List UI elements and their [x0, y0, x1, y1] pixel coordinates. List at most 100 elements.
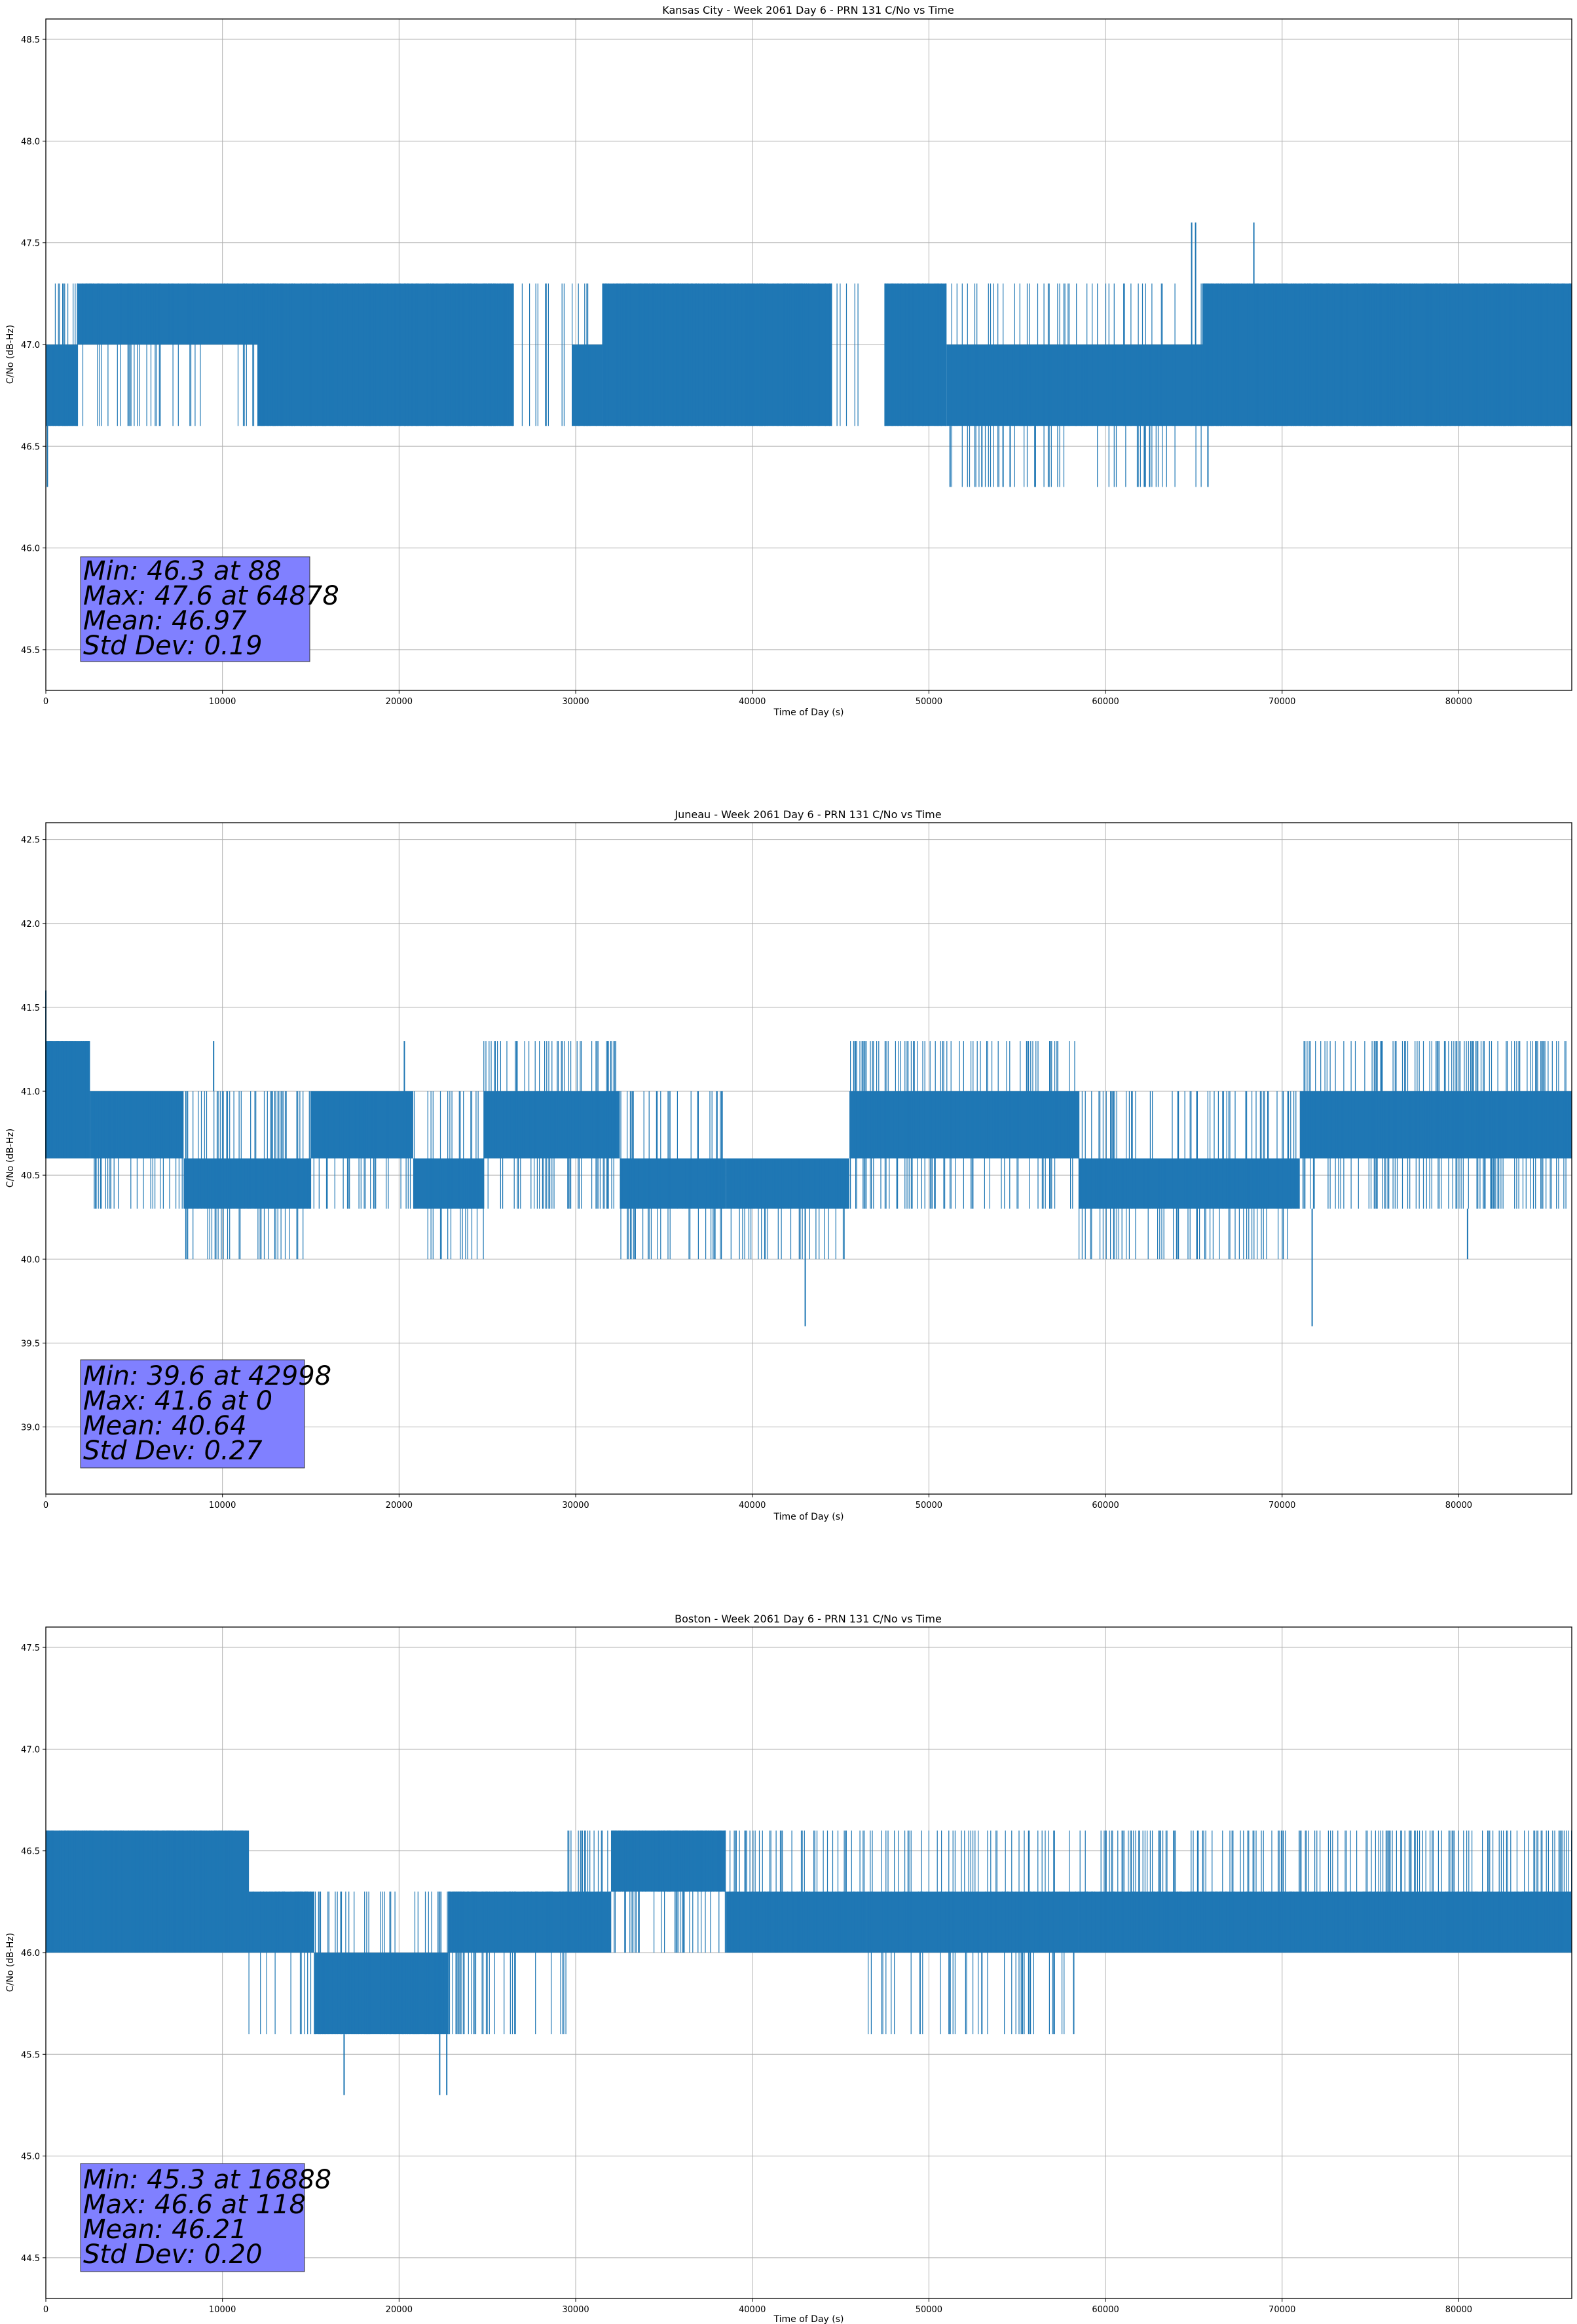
y-tick-label: 40.0 — [21, 1255, 40, 1265]
x-tick-label: 30000 — [562, 2305, 589, 2315]
stats-mean: Mean: 46.21 — [83, 2215, 247, 2245]
x-tick-label: 50000 — [916, 1501, 942, 1510]
y-tick-label: 45.5 — [21, 646, 40, 656]
x-tick-label: 20000 — [386, 1501, 413, 1510]
x-tick-label: 80000 — [1445, 2305, 1472, 2315]
series-trace — [884, 283, 946, 426]
stats-std-dev: Std Dev: 0.27 — [83, 1436, 263, 1466]
chart-panel-juneau: Juneau - Week 2061 Day 6 - PRN 131 C/No … — [5, 808, 1572, 1522]
series-band — [849, 1091, 1079, 1159]
stats-max: Max: 41.6 at 0 — [83, 1386, 272, 1416]
series-band — [46, 1041, 90, 1159]
y-tick-label: 48.5 — [21, 35, 40, 45]
series-band — [602, 283, 832, 426]
y-tick-label: 42.0 — [21, 920, 40, 929]
series-trace — [310, 1091, 413, 1209]
series-trace — [1079, 1091, 1300, 1260]
stats-box: Min: 45.3 at 16888 Max: 46.6 at 118 Mean… — [80, 2163, 331, 2272]
stats-box-background — [80, 2163, 305, 2272]
cno-series — [45, 1830, 1572, 2095]
series-trace — [1301, 1041, 1572, 1209]
series-band — [257, 283, 514, 426]
x-tick-label: 0 — [43, 2305, 48, 2315]
cno-series — [46, 222, 1572, 487]
x-axis-ticks: 0 10000 20000 30000 40000 50000 60000 70000 8000… — [43, 690, 1472, 707]
y-axis-ticks: 45.5 46.0 46.5 47.0 47.5 48.0 48.5 — [21, 35, 46, 656]
series-trace — [620, 1091, 724, 1260]
y-tick-label: 48.0 — [21, 137, 40, 147]
x-tick-label: 40000 — [739, 2305, 766, 2315]
x-tick-label: 0 — [43, 1501, 48, 1510]
series-band — [946, 344, 1203, 426]
series-trace — [248, 1891, 314, 2034]
chart-panel-boston: Boston - Week 2061 Day 6 - PRN 131 C/No … — [5, 1613, 1572, 2324]
stats-box: Min: 46.3 at 88 Max: 47.6 at 64878 Mean:… — [80, 556, 339, 662]
y-axis-label: C/No (dB-Hz) — [5, 325, 16, 384]
stats-box: Min: 39.6 at 42998 Max: 41.6 at 0 Mean: … — [80, 1359, 331, 1469]
x-tick-label: 10000 — [209, 697, 236, 707]
x-tick-label: 80000 — [1445, 697, 1472, 707]
series-band — [566, 1891, 611, 1953]
series-trace — [177, 283, 255, 426]
series-trace — [1079, 1830, 1572, 1953]
stats-std-dev: Std Dev: 0.20 — [83, 2240, 263, 2270]
stats-min: Min: 46.3 at 88 — [83, 556, 282, 586]
y-axis-ticks: 44.5 45.0 45.5 46.0 46.5 47.0 47.5 — [21, 1643, 46, 2264]
y-tick-label: 46.5 — [21, 442, 40, 452]
series-trace — [572, 283, 597, 426]
cno-series — [45, 990, 1572, 1326]
y-tick-label: 46.5 — [21, 1847, 40, 1857]
stats-min: Min: 45.3 at 16888 — [83, 2165, 331, 2195]
series-trace — [521, 283, 565, 426]
x-tick-label: 10000 — [209, 1501, 236, 1510]
y-tick-label: 42.5 — [21, 836, 40, 846]
series-trace — [185, 1091, 310, 1260]
stats-box-background — [80, 556, 310, 662]
series-trace — [92, 1091, 183, 1209]
stats-max: Max: 46.6 at 118 — [83, 2190, 306, 2220]
chart-panel-kansas-city: Kansas City - Week 2061 Day 6 - PRN 131 … — [5, 4, 1572, 718]
x-tick-label: 60000 — [1092, 1501, 1119, 1510]
stats-mean: Mean: 46.97 — [83, 606, 247, 636]
y-tick-label: 47.0 — [21, 341, 40, 350]
series-trace — [728, 1830, 865, 1953]
series-trace — [257, 283, 513, 426]
series-trace — [483, 1041, 616, 1209]
x-tick-label: 40000 — [739, 1501, 766, 1510]
stats-std-dev: Std Dev: 0.19 — [83, 631, 263, 661]
x-tick-label: 30000 — [562, 1501, 589, 1510]
x-axis-label: Time of Day (s) — [773, 707, 844, 718]
series-trace — [603, 283, 832, 426]
series-trace — [836, 283, 859, 426]
chart-title: Juneau - Week 2061 Day 6 - PRN 131 C/No … — [674, 808, 941, 821]
plot-frame — [45, 1626, 1572, 2299]
y-tick-label: 40.5 — [21, 1171, 40, 1181]
series-band — [1079, 1158, 1300, 1209]
stats-min: Min: 39.6 at 42998 — [83, 1361, 331, 1391]
chart-title: Boston - Week 2061 Day 6 - PRN 131 C/No … — [675, 1613, 942, 1625]
series-trace — [566, 1830, 612, 1953]
y-tick-label: 41.0 — [21, 1087, 40, 1097]
x-tick-label: 30000 — [562, 697, 589, 707]
x-tick-label: 40000 — [739, 697, 766, 707]
series-trace — [730, 1158, 848, 1260]
series-band — [249, 1891, 314, 1953]
y-axis-label: C/No (dB-Hz) — [5, 1129, 16, 1188]
x-axis-ticks: 0 10000 20000 30000 40000 50000 60000 70000 8000… — [43, 2298, 1472, 2315]
x-tick-label: 0 — [43, 697, 48, 707]
x-axis-ticks: 0 10000 20000 30000 40000 50000 60000 70000 8000… — [43, 1494, 1472, 1510]
x-tick-label: 80000 — [1445, 1501, 1472, 1510]
x-tick-label: 70000 — [1269, 1501, 1295, 1510]
x-tick-label: 70000 — [1269, 697, 1295, 707]
series-trace — [951, 283, 1202, 487]
x-tick-label: 20000 — [386, 697, 413, 707]
series-trace — [612, 1830, 726, 1953]
x-axis-label: Time of Day (s) — [773, 2314, 844, 2324]
y-tick-label: 45.5 — [21, 2050, 40, 2060]
y-tick-label: 46.0 — [21, 544, 40, 554]
plot-frame — [45, 822, 1572, 1495]
series-trace — [314, 1891, 449, 2034]
y-tick-label: 46.0 — [21, 1949, 40, 1959]
y-tick-label: 45.0 — [21, 2152, 40, 2162]
